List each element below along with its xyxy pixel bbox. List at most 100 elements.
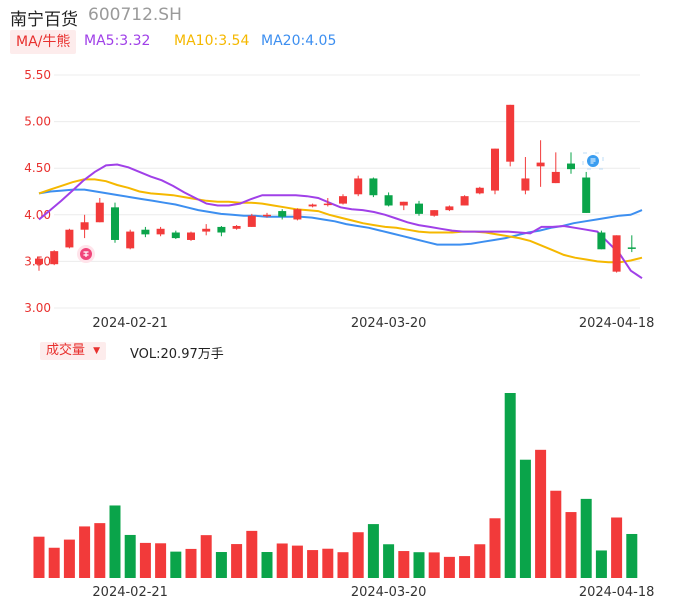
volume-bar bbox=[261, 552, 273, 578]
candle-body bbox=[582, 177, 591, 213]
y-tick-label: 4.00 bbox=[24, 208, 51, 222]
candle bbox=[551, 152, 560, 184]
candle-body bbox=[232, 225, 241, 229]
y-tick-label: 5.00 bbox=[24, 115, 51, 129]
price-chart[interactable]: 5.505.004.504.003.503.00 2024-02-212024-… bbox=[0, 0, 686, 340]
volume-bar bbox=[231, 544, 243, 578]
candle bbox=[171, 230, 180, 240]
volume-bar bbox=[443, 556, 455, 578]
candle bbox=[491, 148, 499, 195]
candle-body bbox=[551, 171, 560, 184]
candle-body bbox=[597, 232, 606, 250]
candle bbox=[95, 198, 104, 223]
candle-body bbox=[399, 201, 408, 206]
volume-bar bbox=[595, 550, 607, 578]
volume-bar bbox=[367, 524, 379, 578]
volume-bar bbox=[428, 552, 440, 578]
stock-code: 600712.SH bbox=[88, 5, 182, 25]
candle bbox=[567, 152, 575, 174]
candle bbox=[384, 192, 393, 207]
candle-body bbox=[567, 163, 575, 170]
volume-bar bbox=[535, 449, 547, 578]
volume-bar bbox=[94, 523, 106, 578]
y-tick-label: 4.50 bbox=[24, 161, 51, 175]
y-tick-label: 3.00 bbox=[24, 301, 51, 315]
volume-bar bbox=[398, 551, 410, 578]
volume-bar bbox=[48, 547, 60, 578]
candle-body bbox=[460, 196, 469, 206]
candle bbox=[308, 203, 317, 208]
candle-body bbox=[354, 178, 363, 195]
candle bbox=[141, 226, 150, 238]
stock-name: 南宁百货 bbox=[10, 10, 78, 30]
y-tick-label: 5.50 bbox=[24, 68, 51, 82]
candle bbox=[475, 186, 484, 195]
candle bbox=[65, 228, 74, 249]
volume-bar bbox=[291, 545, 303, 578]
candle bbox=[627, 235, 636, 253]
candle-body bbox=[430, 210, 439, 216]
volume-bar bbox=[413, 552, 425, 578]
volume-bar bbox=[337, 552, 349, 578]
candle-body bbox=[111, 207, 119, 240]
candle-body bbox=[612, 235, 621, 272]
candle bbox=[339, 194, 347, 205]
candle bbox=[445, 205, 454, 212]
ma20-line bbox=[38, 188, 643, 246]
candle-body bbox=[50, 251, 59, 265]
candle-body bbox=[263, 214, 271, 217]
candle-body bbox=[217, 226, 226, 233]
candle bbox=[247, 213, 256, 227]
volume-bar bbox=[109, 505, 121, 578]
candle bbox=[369, 177, 378, 198]
volume-indicator-button[interactable]: 成交量 ▼ bbox=[40, 342, 107, 360]
volume-chart[interactable]: 2024-02-21 2024-03-20 2024-04-18 bbox=[0, 366, 686, 606]
candle bbox=[232, 225, 241, 230]
candle-body bbox=[65, 229, 74, 248]
candle-body bbox=[35, 258, 43, 265]
volume-bar bbox=[155, 543, 167, 578]
candle-body bbox=[95, 202, 104, 223]
ma20-label: MA20:4.05 bbox=[261, 33, 337, 49]
candle bbox=[430, 210, 439, 217]
candle bbox=[293, 208, 302, 221]
candle-body bbox=[506, 104, 515, 162]
ma-toggle-button[interactable]: MA/牛熊 bbox=[10, 30, 77, 54]
candle bbox=[80, 214, 89, 239]
volume-bar bbox=[276, 543, 288, 578]
ma5-line bbox=[38, 163, 643, 280]
volume-bar bbox=[580, 498, 592, 578]
candle-body bbox=[536, 162, 545, 167]
volume-bar bbox=[352, 532, 364, 578]
volume-bar bbox=[565, 512, 577, 578]
candle-body bbox=[308, 204, 317, 207]
volume-bar bbox=[200, 535, 212, 578]
candle bbox=[217, 225, 226, 237]
volume-bar bbox=[170, 551, 182, 578]
news-marker-icon[interactable] bbox=[582, 152, 604, 170]
volume-bar bbox=[611, 517, 623, 578]
volume-bar bbox=[519, 459, 531, 578]
volume-bar bbox=[185, 548, 197, 578]
candle-body bbox=[202, 228, 211, 232]
candle bbox=[399, 201, 408, 211]
candle-body bbox=[156, 228, 165, 235]
candle bbox=[35, 256, 43, 271]
ma10-line bbox=[38, 178, 643, 264]
candle bbox=[536, 140, 545, 187]
candle bbox=[323, 198, 332, 207]
candle bbox=[202, 224, 211, 236]
volume-bar bbox=[550, 490, 562, 578]
candle-body bbox=[323, 203, 332, 206]
volume-bar bbox=[33, 536, 45, 578]
candle-body bbox=[475, 187, 484, 194]
candle-body bbox=[247, 215, 256, 227]
candle bbox=[111, 202, 119, 243]
candle-body bbox=[339, 196, 347, 204]
volume-bar bbox=[322, 548, 334, 578]
event-marker-icon[interactable] bbox=[77, 245, 95, 263]
volume-bar bbox=[626, 533, 638, 578]
x-tick-label: 2024-03-20 bbox=[351, 585, 427, 600]
x-tick-label: 2024-04-18 bbox=[579, 316, 655, 331]
x-tick-label: 2024-02-21 bbox=[92, 316, 168, 331]
